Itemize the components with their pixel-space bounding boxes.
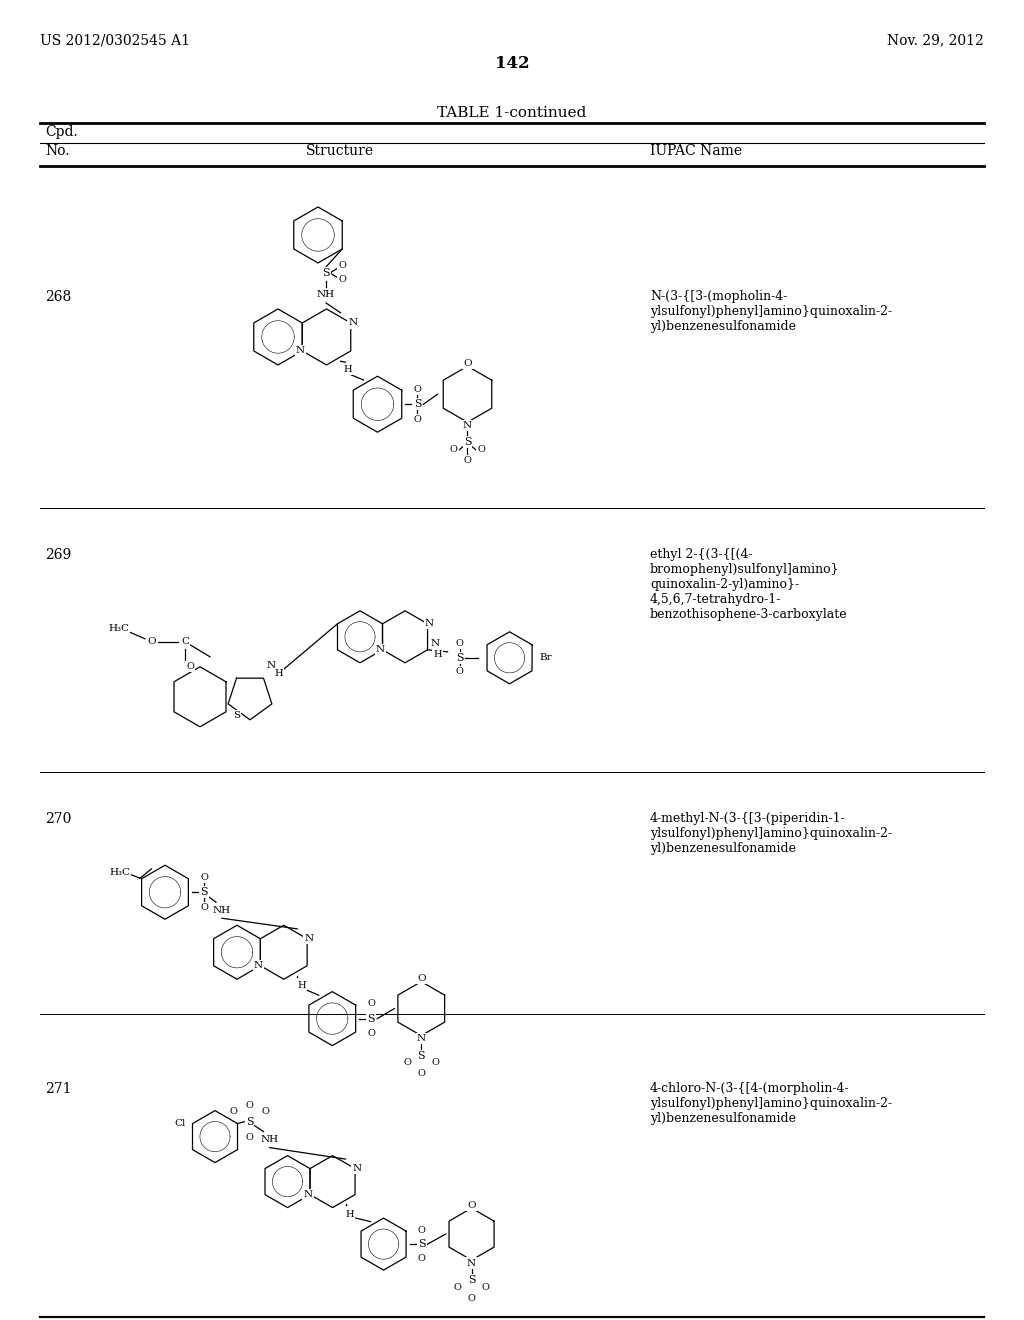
- Text: O: O: [261, 1107, 269, 1117]
- Text: S: S: [232, 711, 240, 719]
- Text: O: O: [417, 974, 426, 983]
- Text: N: N: [303, 1191, 312, 1199]
- Text: N-(3-{[3-(mopholin-4-
ylsulfonyl)phenyl]amino}quinoxalin-2-
yl)benzenesulfonamid: N-(3-{[3-(mopholin-4- ylsulfonyl)phenyl]…: [650, 290, 892, 334]
- Text: O: O: [431, 1059, 439, 1067]
- Text: 4-chloro-N-(3-{[4-(morpholin-4-
ylsulfonyl)phenyl]amino}quinoxalin-2-
yl)benzene: 4-chloro-N-(3-{[4-(morpholin-4- ylsulfon…: [650, 1082, 892, 1126]
- Text: H₃C: H₃C: [109, 867, 130, 876]
- Text: H: H: [343, 364, 352, 374]
- Text: O: O: [338, 261, 346, 271]
- Text: 4-methyl-N-(3-{[3-(piperidin-1-
ylsulfonyl)phenyl]amino}quinoxalin-2-
yl)benzene: 4-methyl-N-(3-{[3-(piperidin-1- ylsulfon…: [650, 812, 892, 855]
- Text: O: O: [450, 445, 458, 454]
- Text: O: O: [414, 384, 422, 393]
- Text: O: O: [414, 414, 422, 424]
- Text: O: O: [418, 1225, 426, 1234]
- Text: Nov. 29, 2012: Nov. 29, 2012: [887, 33, 984, 48]
- Text: Structure: Structure: [306, 144, 374, 158]
- Text: C: C: [181, 638, 189, 647]
- Text: O: O: [368, 999, 375, 1008]
- Text: S: S: [464, 437, 471, 447]
- Text: NH: NH: [213, 906, 231, 915]
- Text: N: N: [417, 1034, 426, 1043]
- Text: N: N: [254, 961, 263, 970]
- Text: S: S: [368, 1014, 375, 1023]
- Text: N: N: [352, 1164, 361, 1173]
- Text: IUPAC Name: IUPAC Name: [650, 144, 742, 158]
- Text: S: S: [200, 887, 208, 898]
- Text: S: S: [418, 1051, 425, 1061]
- Text: Cl: Cl: [175, 1119, 186, 1129]
- Text: S: S: [468, 1275, 475, 1286]
- Text: NH: NH: [260, 1135, 279, 1144]
- Text: TABLE 1-continued: TABLE 1-continued: [437, 106, 587, 120]
- Text: O: O: [186, 663, 194, 672]
- Text: O: O: [147, 638, 157, 647]
- Text: O: O: [368, 1030, 375, 1038]
- Text: O: O: [468, 1294, 475, 1303]
- Text: O: O: [456, 639, 464, 648]
- Text: O: O: [338, 276, 346, 284]
- Text: H: H: [345, 1209, 354, 1218]
- Text: 142: 142: [495, 55, 529, 73]
- Text: O: O: [418, 1254, 426, 1263]
- Text: O: O: [229, 1107, 238, 1117]
- Text: N: N: [431, 639, 440, 648]
- Text: N: N: [425, 619, 434, 628]
- Text: 268: 268: [45, 290, 72, 305]
- Text: S: S: [246, 1117, 253, 1126]
- Text: N: N: [467, 1258, 476, 1267]
- Text: O: O: [200, 903, 208, 912]
- Text: S: S: [323, 268, 330, 279]
- Text: N: N: [296, 346, 305, 355]
- Text: 270: 270: [45, 812, 72, 826]
- Text: O: O: [246, 1101, 254, 1110]
- Text: N: N: [376, 645, 385, 655]
- Text: S: S: [414, 399, 421, 409]
- Text: S: S: [418, 1239, 425, 1249]
- Text: N: N: [348, 318, 357, 327]
- Text: Br: Br: [540, 653, 552, 663]
- Text: S: S: [456, 653, 464, 663]
- Text: O: O: [456, 668, 464, 676]
- Text: H: H: [433, 651, 442, 659]
- Text: N: N: [463, 421, 472, 430]
- Text: O: O: [463, 359, 472, 368]
- Text: O: O: [246, 1133, 254, 1142]
- Text: O: O: [477, 445, 485, 454]
- Text: 271: 271: [45, 1082, 72, 1097]
- Text: O: O: [200, 873, 208, 882]
- Text: O: O: [454, 1283, 462, 1291]
- Text: No.: No.: [45, 144, 70, 158]
- Text: N: N: [304, 935, 313, 944]
- Text: O: O: [467, 1201, 476, 1209]
- Text: ethyl 2-{(3-{[(4-
bromophenyl)sulfonyl]amino}
quinoxalin-2-yl)amino}-
4,5,6,7-te: ethyl 2-{(3-{[(4- bromophenyl)sulfonyl]a…: [650, 548, 848, 620]
- Text: US 2012/0302545 A1: US 2012/0302545 A1: [40, 33, 190, 48]
- Text: O: O: [403, 1059, 412, 1067]
- Text: 269: 269: [45, 548, 72, 562]
- Text: N: N: [266, 661, 275, 671]
- Text: H: H: [274, 669, 283, 678]
- Text: O: O: [481, 1283, 489, 1291]
- Text: H: H: [297, 981, 305, 990]
- Text: NH: NH: [317, 290, 335, 300]
- Text: O: O: [418, 1069, 425, 1078]
- Text: O: O: [464, 455, 471, 465]
- Text: Cpd.: Cpd.: [45, 125, 78, 140]
- Text: H₃C: H₃C: [108, 624, 129, 634]
